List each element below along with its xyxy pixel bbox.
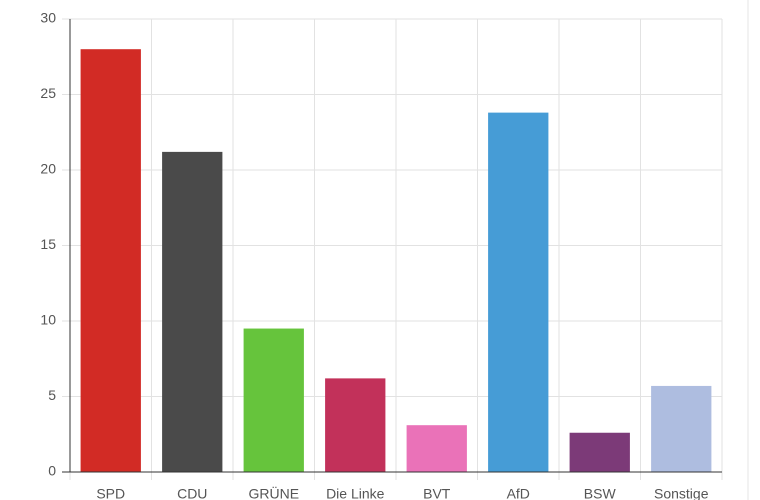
x-tick-label: BVT <box>423 486 451 500</box>
x-tick-label: GRÜNE <box>248 485 299 500</box>
bar <box>406 425 467 472</box>
x-tick-label: Die Linke <box>326 486 385 500</box>
bar <box>162 151 223 472</box>
x-tick-label: AfD <box>507 486 530 500</box>
bar <box>325 378 386 472</box>
bar <box>569 432 630 472</box>
x-tick-label: CDU <box>177 486 207 500</box>
bar <box>488 112 549 473</box>
y-tick-label: 25 <box>40 85 56 101</box>
y-tick-label: 0 <box>48 463 56 479</box>
bar <box>243 328 304 472</box>
y-tick-label: 5 <box>48 387 56 403</box>
x-tick-label: BSW <box>584 486 617 500</box>
x-tick-label: Sonstige <box>654 486 709 500</box>
bar <box>80 49 141 472</box>
y-tick-label: 15 <box>40 236 56 252</box>
bar <box>651 385 712 472</box>
y-tick-label: 20 <box>40 161 56 177</box>
y-tick-label: 30 <box>40 10 56 26</box>
y-tick-label: 10 <box>40 312 56 328</box>
x-tick-label: SPD <box>96 486 125 500</box>
